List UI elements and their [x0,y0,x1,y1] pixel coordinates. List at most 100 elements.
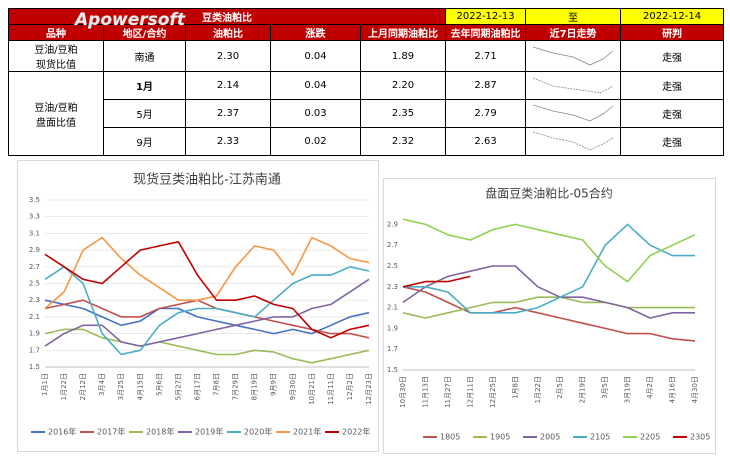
x-tick-label: 7月29日 [232,373,240,400]
x-tick-label: 3月5日 [601,376,609,399]
ratio-table: 豆类油粕比 2022-12-13 至 2022-12-14 品种 地区/合约 油… [7,8,725,156]
cell: 2.32 [359,127,447,156]
cell: 2.30 [185,40,271,72]
y-tick-label: 1.5 [387,366,398,374]
legend-label: 2105 [590,433,610,442]
date-from: 2022-12-13 [445,8,527,25]
x-tick-label: 3月25日 [117,373,125,400]
x-tick-label: 3月19日 [624,376,632,403]
x-tick-label: 10月30日 [399,376,407,408]
legend-label: 1805 [440,433,460,442]
y-tick-label: 1.5 [29,363,40,371]
cell: 走强 [620,40,725,72]
x-tick-label: 10月21日 [308,373,316,405]
series-line [402,275,471,288]
row: 豆油/豆粕 现货比值 南通 2.30 0.04 1.89 2.71 走强 [8,40,725,72]
header-row: 品种 地区/合约 油粕比 涨跌 上月同期油粕比 去年同期油粕比 近7日走势 研判 [8,24,725,41]
cell: 2.71 [445,40,527,72]
chart-title: 现货豆类油粕比-江苏南通 [133,172,281,188]
y-tick-label: 2.5 [29,280,40,288]
header: 涨跌 [270,24,361,41]
cell: 2.37 [185,99,271,128]
x-tick-label: 12月25日 [489,376,497,408]
y-tick-label: 3.1 [29,229,40,237]
y-tick-label: 2.3 [29,296,40,304]
legend-label: 2021年 [293,427,321,437]
legend-label: 2022年 [342,427,370,437]
x-tick-label: 11月13日 [421,376,429,408]
x-tick-label: 1月22日 [60,373,68,400]
legend-label: 2020年 [244,427,272,437]
row: 9月 2.33 0.02 2.32 2.63 走强 [9,127,725,156]
x-tick-label: 2月19日 [579,376,587,403]
legend-label: 2005 [540,433,560,442]
sparkline [532,46,614,65]
x-tick-label: 8月19日 [251,373,259,400]
x-tick-label: 12月2日 [346,373,354,400]
x-tick-label: 11月11日 [327,373,335,405]
legend-label: 2016年 [48,427,76,437]
y-tick-label: 1.7 [387,345,398,353]
x-tick-label: 12月23日 [365,373,373,405]
series-line [403,223,695,314]
legend-label: 2017年 [97,427,125,437]
legend-label: 2205 [640,433,660,442]
x-tick-label: 3月4日 [98,373,106,396]
series-line [402,296,695,319]
series-line [44,236,370,310]
sparkline-cell [525,99,622,128]
x-tick-label: 2月5日 [556,376,564,399]
cell: 2.87 [445,71,527,100]
series-line [44,299,370,335]
series-line [44,266,370,356]
x-tick-label: 5月6日 [155,373,163,396]
header: 上月同期油粕比 [359,24,447,41]
cell: 0.02 [270,127,361,156]
cell: 2.35 [359,99,447,128]
series-line [402,265,695,319]
y-tick-label: 2.9 [387,220,398,228]
y-tick-label: 2.1 [387,304,398,312]
x-tick-label: 9月9日 [270,373,278,396]
x-tick-label: 12月11日 [466,376,474,408]
cell: 9月 [103,127,186,156]
x-tick-label: 11月27日 [444,376,452,408]
chart-frame [17,160,379,452]
y-tick-label: 1.9 [387,324,398,332]
cell: 豆油/豆粕 现货比值 [8,40,104,72]
y-tick-label: 2.7 [29,263,40,271]
cell: 2.20 [359,71,447,100]
y-tick-label: 2.7 [387,241,398,249]
table-title: 豆类油粕比 [7,8,447,25]
x-tick-label: 1月1日 [41,373,49,396]
cell: 2.79 [445,99,527,128]
series-line [402,286,696,342]
series-line [402,218,696,283]
header: 近7日走势 [525,24,622,41]
y-tick-label: 2.1 [29,313,40,321]
sparkline [532,131,614,151]
cell: 2.33 [185,127,271,156]
y-tick-label: 3.3 [29,213,40,221]
cell: 豆油/豆粕 盘面比值 [8,71,104,156]
y-tick-label: 1.7 [29,346,40,354]
cell: 2.63 [445,127,527,156]
watermark: Apowersoft [75,10,185,30]
header: 研判 [620,24,725,41]
x-tick-label: 1月8日 [511,376,519,399]
series-line [44,328,370,364]
cell: 5月 [103,99,186,128]
sparkline [532,77,614,94]
cell: 1月 [103,71,186,100]
chart-title: 盘面豆类油粕比-05合约 [485,186,613,201]
cell: 0.04 [270,40,361,72]
x-tick-label: 1月22日 [534,376,542,403]
cell: 1.89 [359,40,447,72]
row: 豆油/豆粕 盘面比值 1月 2.14 0.04 2.20 2.87 走强 [8,71,725,156]
y-tick-label: 2.3 [387,283,398,291]
y-tick-label: 1.9 [29,330,40,338]
header: 油粕比 [185,24,271,41]
y-tick-label: 3.5 [29,196,40,204]
date-to: 2022-12-14 [620,8,725,25]
header: 品种 [8,24,104,41]
